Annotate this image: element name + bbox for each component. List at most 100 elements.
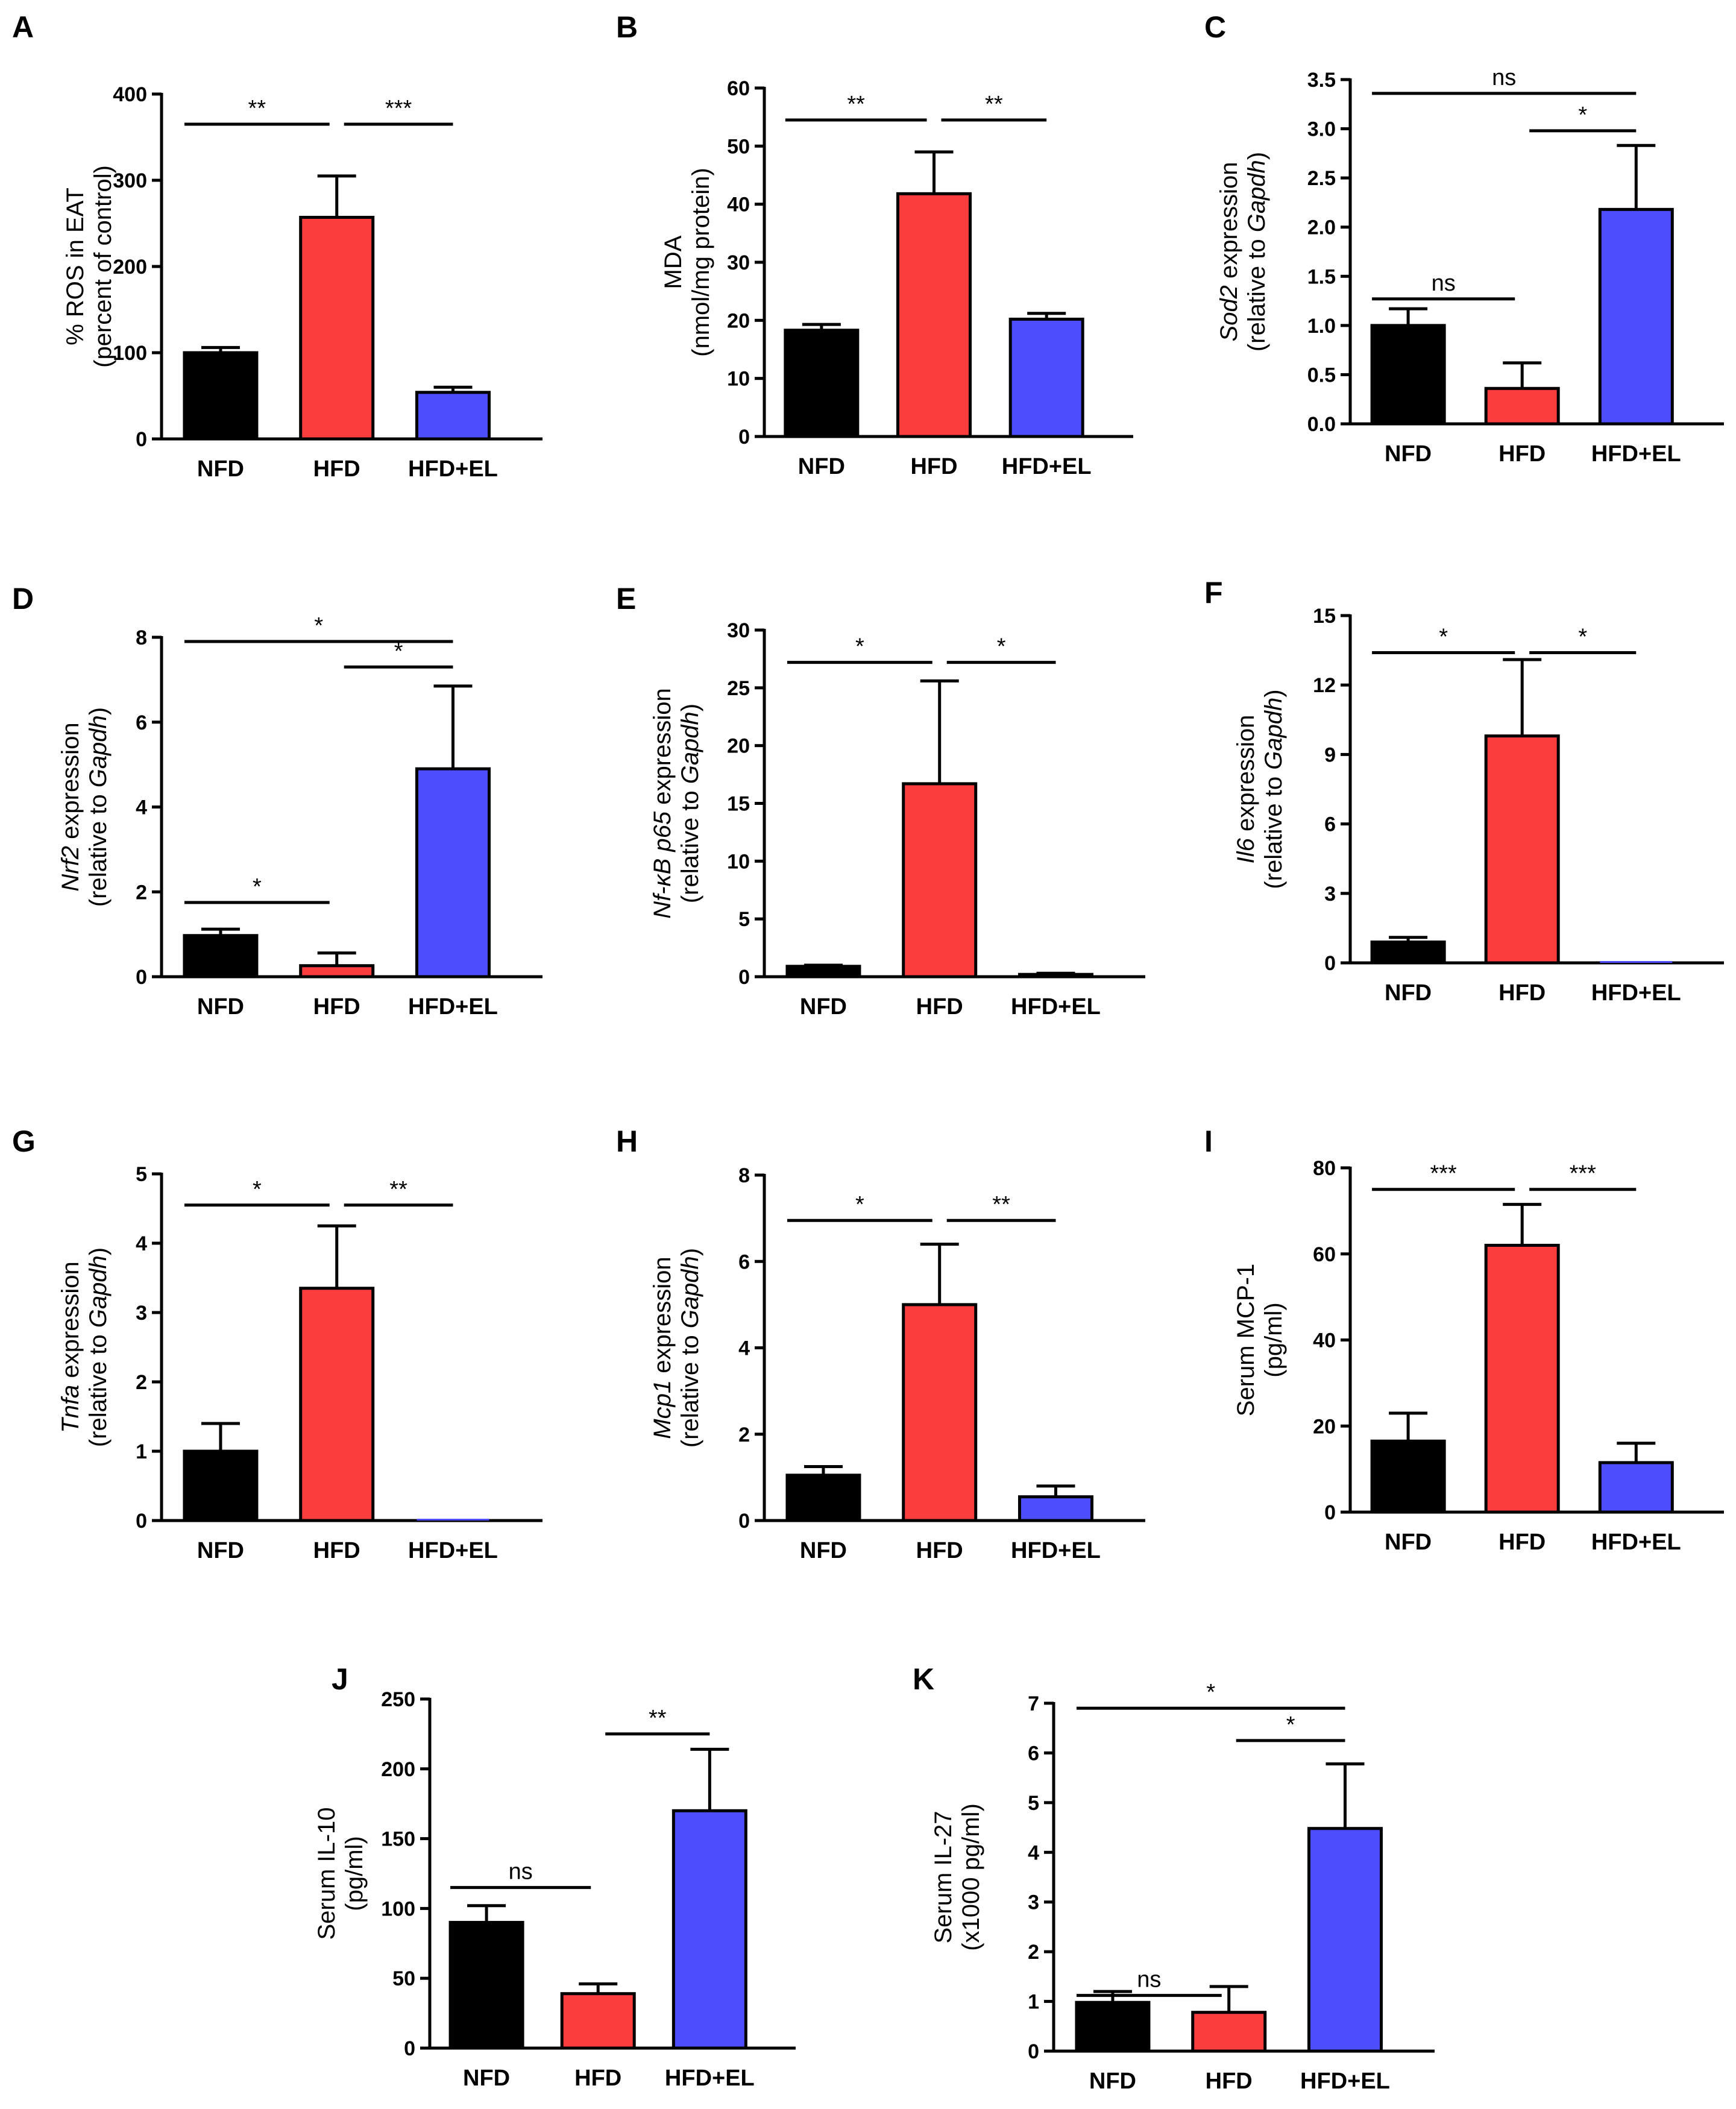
- panel-letter: F: [1204, 576, 1223, 610]
- y-axis-label: (relative to Gapdh): [677, 1248, 703, 1448]
- y-tick-label: 60: [727, 77, 750, 100]
- category-label: HFD+EL: [1300, 2069, 1390, 2094]
- chart-panel-h: H 0 2 4 6 8 Mcp1 expression(relative to Gapdh)…: [616, 1124, 1145, 1563]
- y-tick-label: 0: [136, 1510, 147, 1533]
- y-axis-label: (relative to Gapdh): [677, 704, 703, 903]
- chart-panel-g: G 0 1 2 3 4 5 Tnfa expression(relative to Gapdh…: [12, 1124, 542, 1563]
- y-tick-label: 6: [1324, 813, 1336, 836]
- bar-nfd: [183, 1449, 259, 1522]
- category-label: HFD: [574, 2066, 621, 2091]
- chart-panel-b: B 0 10 20 30 40 50 60 MDA (nmol/mg protein) NFD HFD…: [616, 10, 1133, 479]
- y-tick-label: 100: [113, 342, 147, 365]
- y-tick-label: 1.0: [1307, 315, 1336, 338]
- category-label: NFD: [197, 994, 244, 1020]
- y-tick-label: 6: [738, 1250, 750, 1273]
- category-label: NFD: [197, 456, 244, 482]
- y-tick-label: 0.0: [1307, 413, 1336, 436]
- y-tick-label: 9: [1324, 743, 1336, 766]
- y-tick-label: 80: [1313, 1157, 1336, 1180]
- panel-letter: I: [1204, 1124, 1213, 1158]
- category-label: NFD: [1385, 441, 1432, 467]
- bar-nfd: [183, 934, 259, 979]
- chart-panel-j: J 0 50 100 150 200 250 Serum IL-10 (pg/ml) NFD HFD…: [313, 1662, 796, 2091]
- y-tick-label: 3.5: [1307, 69, 1336, 92]
- bar-hfd: [299, 215, 375, 441]
- y-tick-label: 0: [738, 426, 750, 449]
- y-axis-label: (relative to Gapdh): [1244, 152, 1270, 352]
- y-tick-label: 2.5: [1307, 167, 1336, 190]
- bar-hfd: [299, 1287, 375, 1522]
- bar-hfd: [299, 964, 375, 979]
- y-tick-label: 100: [381, 1897, 415, 1920]
- significance-label: ns: [509, 1859, 533, 1885]
- category-label: HFD: [916, 994, 963, 1020]
- bar-hfd-el: [417, 1519, 489, 1521]
- y-tick-label: 0: [404, 2037, 415, 2060]
- y-axis-label: MDA: [660, 235, 687, 289]
- bar-hfd: [1484, 1243, 1560, 1514]
- y-tick-label: 15: [727, 793, 750, 816]
- category-label: HFD: [916, 1538, 963, 1563]
- y-tick-label: 400: [113, 83, 147, 106]
- y-tick-label: 50: [392, 1967, 415, 1990]
- bar-hfd-el: [415, 391, 491, 441]
- category-label: HFD+EL: [408, 994, 498, 1020]
- significance-label: *: [1286, 1712, 1295, 1738]
- y-tick-label: 5: [738, 908, 750, 931]
- chart-panel-k: K 0 1 2 3 4 5 6 7 Serum IL-27 (x1000 pg/ml) NFD HFD H…: [913, 1662, 1435, 2094]
- significance-label: ns: [1492, 65, 1516, 90]
- y-tick-label: 20: [727, 309, 750, 332]
- y-tick-label: 1.5: [1307, 265, 1336, 288]
- significance-label: *: [1578, 624, 1587, 649]
- y-tick-label: 0: [136, 966, 147, 989]
- y-axis-label: Mcp1 expression: [649, 1256, 676, 1439]
- bar-hfd-el: [1307, 1827, 1383, 2053]
- bar-hfd-el: [1598, 207, 1674, 426]
- significance-label: *: [394, 638, 403, 664]
- y-axis-label: % ROS in EAT: [62, 188, 89, 345]
- y-tick-label: 2: [738, 1423, 750, 1446]
- category-label: HFD+EL: [1591, 441, 1681, 467]
- category-label: NFD: [800, 994, 847, 1020]
- bar-hfd: [1191, 2011, 1267, 2053]
- significance-label: *: [253, 874, 262, 900]
- y-axis-label: (relative to Gapdh): [85, 707, 112, 907]
- y-tick-label: 15: [1313, 605, 1336, 628]
- panel-letter: E: [616, 582, 636, 616]
- y-axis-label: Nf-κB p65 expression: [649, 688, 676, 918]
- bar-hfd: [902, 1303, 978, 1522]
- y-axis-label: Serum IL-27: [930, 1811, 957, 1943]
- category-label: HFD+EL: [665, 2066, 755, 2091]
- y-axis-label: Il6 expression: [1233, 715, 1259, 864]
- significance-label: **: [649, 1706, 667, 1731]
- y-tick-label: 20: [727, 735, 750, 758]
- y-axis-label: Tnfa expression: [57, 1261, 84, 1433]
- bar-nfd: [784, 329, 860, 438]
- y-tick-label: 3.0: [1307, 118, 1336, 141]
- y-axis-label: Nrf2 expression: [57, 722, 84, 891]
- category-label: NFD: [463, 2066, 510, 2091]
- bar-nfd: [1370, 940, 1446, 965]
- panel-letter: C: [1204, 10, 1226, 44]
- y-tick-label: 0: [1324, 952, 1336, 975]
- bar-hfd-el: [415, 767, 491, 979]
- chart-panel-a: A 0 100 200 300 400 % ROS in EAT (percent of co…: [12, 10, 542, 482]
- bar-hfd-el: [1008, 317, 1084, 438]
- y-tick-label: 8: [738, 1164, 750, 1187]
- category-label: HFD: [313, 456, 360, 482]
- y-tick-label: 0: [1028, 2040, 1039, 2063]
- category-label: HFD: [1499, 980, 1546, 1006]
- panel-letter: J: [332, 1662, 348, 1696]
- y-tick-label: 50: [727, 135, 750, 158]
- panel-letter: G: [12, 1124, 36, 1158]
- bar-nfd: [448, 1921, 524, 2050]
- chart-panel-e: E 0 5 10 15 20 25 30 Nf-κB p65 expression(relati…: [616, 582, 1145, 1020]
- y-tick-label: 0: [1324, 1501, 1336, 1524]
- panel-letter: A: [12, 10, 34, 44]
- y-tick-label: 200: [113, 256, 147, 279]
- y-tick-label: 4: [136, 1232, 147, 1255]
- y-tick-label: 150: [381, 1828, 415, 1851]
- y-tick-label: 200: [381, 1758, 415, 1781]
- y-tick-label: 2: [136, 1371, 147, 1394]
